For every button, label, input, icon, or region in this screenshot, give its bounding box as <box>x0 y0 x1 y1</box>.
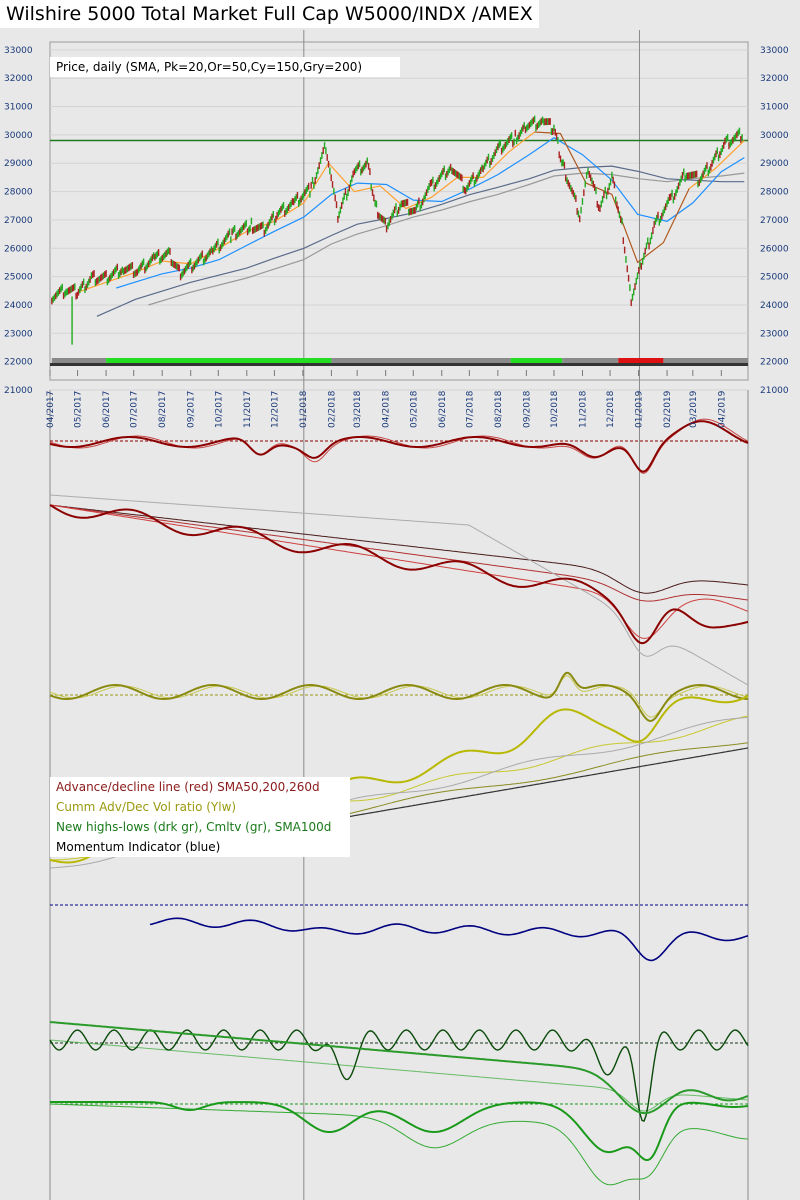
x-tick-label: 09/2017 <box>187 391 197 428</box>
legend-adv-dec-vol-ratio: Cumm Adv/Dec Vol ratio (Ylw) <box>56 800 237 814</box>
x-tick-label: 04/2018 <box>382 390 392 428</box>
x-axis: 04/2017 05/2017 06/2017 07/2017 08/2017 09/20… <box>46 370 727 428</box>
chart-title: Wilshire 5000 Total Market Full Cap W500… <box>0 0 539 28</box>
trend-bar-segment <box>618 358 664 363</box>
x-tick-label: 08/2018 <box>494 390 504 428</box>
x-tick-label: 06/2017 <box>102 391 112 428</box>
y-tick-label-right: 23000 <box>760 329 789 339</box>
trend-bar-segment <box>331 358 511 363</box>
x-tick-label: 12/2018 <box>606 390 616 428</box>
y-tick-label-left: 33000 <box>4 46 33 56</box>
legend-advance-decline: Advance/decline line (red) SMA50,200,260… <box>56 780 320 794</box>
legend: Advance/decline line (red) SMA50,200,260… <box>50 777 350 857</box>
highs-lows-line <box>49 1029 749 1123</box>
trend-bar-segment <box>562 358 619 363</box>
x-tick-label: 07/2018 <box>465 390 475 428</box>
y-tick-label-right: 28000 <box>760 188 789 198</box>
cumulative-line <box>50 1101 749 1161</box>
y-tick-label-left: 24000 <box>4 301 33 311</box>
x-tick-label: 01/2018 <box>299 390 309 428</box>
y-tick-label-right: 21000 <box>760 386 789 396</box>
legend-momentum: Momentum Indicator (blue) <box>56 840 221 854</box>
sma20-peak-line <box>534 131 690 264</box>
y-tick-label-left: 31000 <box>4 103 33 113</box>
y-tick-label-right: 33000 <box>760 46 789 56</box>
trend-bar-segment <box>51 358 107 363</box>
x-tick-label: 11/2017 <box>243 391 253 428</box>
ad-sma260-line <box>49 504 749 594</box>
x-tick-label: 10/2018 <box>550 390 560 428</box>
x-tick-label: 11/2018 <box>578 390 588 428</box>
x-tick-label: 03/2019 <box>689 390 699 428</box>
y-tick-label-left: 23000 <box>4 329 33 339</box>
y-tick-label-left: 30000 <box>4 131 33 141</box>
y-tick-label-left: 32000 <box>4 74 33 84</box>
x-tick-label: 09/2018 <box>522 390 532 428</box>
y-tick-label-right: 30000 <box>760 131 789 141</box>
trend-bar-segment <box>510 358 563 363</box>
x-tick-label: 04/2019 <box>717 390 727 428</box>
ad-sma50-line <box>49 504 749 639</box>
trend-bar-segment <box>106 358 332 363</box>
y-tick-label-right: 26000 <box>760 244 789 254</box>
trend-bar-segment <box>663 358 748 363</box>
x-tick-label: 05/2017 <box>74 391 84 428</box>
cumulative-sma-line <box>49 1103 749 1186</box>
highs-lows-sma-light <box>49 1039 749 1112</box>
y-tick-label-left: 28000 <box>4 188 33 198</box>
x-tick-label: 04/2017 <box>46 391 56 428</box>
x-tick-label: 07/2017 <box>130 391 140 428</box>
ad-line <box>49 504 749 645</box>
y-tick-label-right: 22000 <box>760 358 789 368</box>
y-tick-label-left: 25000 <box>4 273 33 283</box>
y-tick-label-left: 22000 <box>4 358 33 368</box>
x-tick-label: 03/2018 <box>353 390 363 428</box>
y-tick-label-left: 26000 <box>4 244 33 254</box>
x-tick-label: 02/2019 <box>663 390 673 428</box>
y-axis-left: 21000 22000 23000 24000 25000 26000 27000 28000… <box>4 46 33 396</box>
x-tick-label: 10/2017 <box>214 391 224 428</box>
ad-sma200-line <box>49 504 749 602</box>
y-tick-label-left: 29000 <box>4 159 33 169</box>
x-tick-label: 06/2018 <box>438 390 448 428</box>
x-tick-label: 02/2018 <box>327 390 337 428</box>
x-tick-label: 05/2018 <box>409 390 419 428</box>
y-tick-label-right: 27000 <box>760 216 789 226</box>
highs-lows-cumulative <box>49 1021 749 1115</box>
legend-new-highs-lows: New highs-lows (drk gr), Cmltv (gr), SMA… <box>56 820 332 834</box>
sma-settings-label: Price, daily (SMA, Pk=20,Or=50,Cy=150,Gr… <box>50 57 400 77</box>
trend-bar-base <box>50 363 748 366</box>
y-tick-label-right: 31000 <box>760 103 789 113</box>
y-tick-label-left: 27000 <box>4 216 33 226</box>
momentum-line <box>149 917 749 962</box>
y-tick-label-right: 32000 <box>760 74 789 84</box>
vol-ratio-osc-line <box>49 671 749 723</box>
y-tick-label-right: 25000 <box>760 273 789 283</box>
ad-oscillator-line <box>49 420 749 473</box>
y-axis-right: 21000 22000 23000 24000 25000 26000 27000 28000… <box>760 46 789 396</box>
sma200-line <box>148 172 745 306</box>
sma150-line <box>96 165 745 317</box>
vol-ratio-osc-thin <box>49 675 749 718</box>
y-tick-label-right: 29000 <box>760 159 789 169</box>
y-tick-label-left: 21000 <box>4 386 33 396</box>
y-tick-label-right: 24000 <box>760 301 789 311</box>
price-panel <box>50 115 748 366</box>
x-tick-label: 12/2017 <box>270 391 280 428</box>
x-tick-label: 08/2017 <box>158 391 168 428</box>
x-tick-label: 01/2019 <box>635 390 645 428</box>
ad-envelope-line <box>49 494 749 686</box>
sma50-line <box>116 136 745 289</box>
